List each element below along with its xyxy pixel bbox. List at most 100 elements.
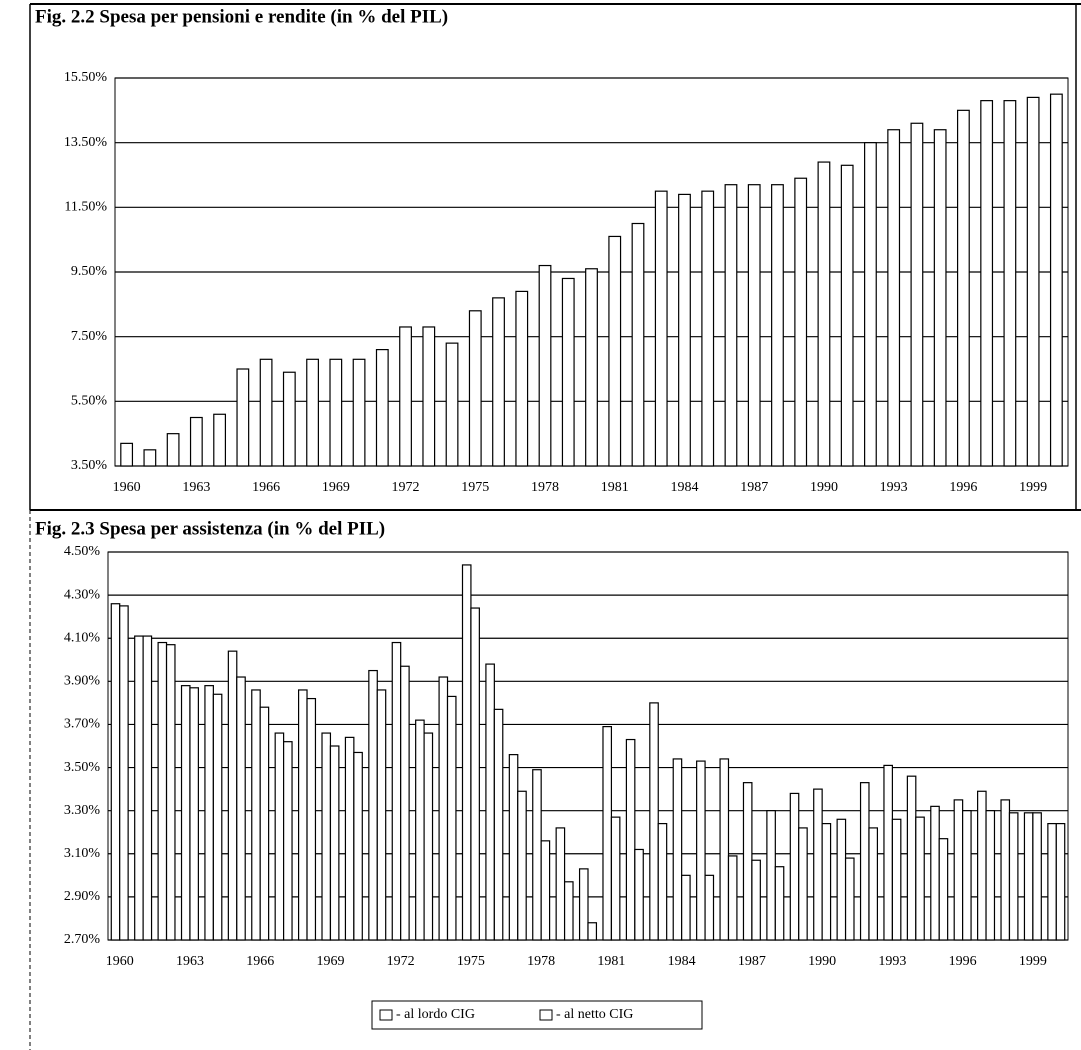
y-tick-label: 2.70% [64, 932, 101, 947]
bar [213, 413, 227, 467]
bar [774, 866, 785, 941]
bar [1049, 93, 1063, 467]
x-tick-label: 1993 [880, 480, 908, 495]
bar [657, 822, 668, 941]
y-tick-label: 2.90% [64, 889, 101, 904]
bar [415, 719, 425, 941]
bar [555, 827, 566, 941]
bar [142, 635, 153, 941]
bar [654, 190, 668, 467]
bar [1026, 96, 1040, 467]
bar [962, 810, 972, 941]
x-tick-label: 1981 [597, 954, 625, 969]
bar [352, 358, 366, 467]
x-tick-label: 1975 [461, 480, 489, 495]
bar [438, 676, 449, 941]
bar [540, 840, 551, 941]
x-tick-label: 1978 [531, 480, 559, 495]
legend-swatch [379, 1009, 393, 1021]
x-tick-label: 1960 [106, 954, 134, 969]
bar [344, 736, 355, 941]
x-tick-label: 1975 [457, 954, 485, 969]
y-tick-label: 3.50% [64, 760, 101, 775]
bar [375, 349, 389, 467]
bar [119, 605, 129, 941]
bar [189, 416, 203, 467]
bar [844, 857, 855, 941]
bar [704, 874, 715, 941]
bar [719, 758, 730, 941]
bar [297, 689, 308, 941]
x-tick-label: 1972 [392, 480, 420, 495]
bar [400, 665, 410, 941]
bar [1047, 822, 1057, 941]
bar [696, 760, 706, 941]
bar [251, 689, 261, 941]
bar [110, 603, 121, 941]
bar [747, 184, 761, 467]
legend-swatch [539, 1009, 553, 1021]
bar [493, 708, 504, 941]
x-tick-label: 1978 [527, 954, 555, 969]
x-tick-label: 1984 [668, 954, 696, 969]
bar [836, 818, 847, 941]
bar [649, 702, 659, 941]
bar [864, 142, 877, 467]
bar [353, 751, 363, 941]
bar [368, 669, 378, 941]
x-tick-label: 1966 [246, 954, 274, 969]
bar [915, 816, 925, 941]
bar [470, 607, 480, 941]
bar [515, 290, 529, 467]
bar [883, 764, 893, 941]
bar [143, 449, 157, 467]
bar [461, 564, 472, 941]
x-tick-label: 1996 [949, 954, 977, 969]
bar [794, 177, 808, 467]
bar [236, 676, 246, 941]
x-tick-label: 1990 [808, 954, 836, 969]
bar [236, 368, 250, 467]
bar [445, 342, 459, 467]
y-tick-label: 3.90% [64, 674, 101, 689]
bar [180, 685, 191, 941]
x-tick-label: 1966 [252, 480, 280, 495]
bar [771, 184, 784, 467]
bar [910, 122, 924, 467]
bar [887, 129, 901, 467]
bar [727, 855, 738, 941]
x-tick-label: 1990 [810, 480, 838, 495]
x-tick-label: 1981 [601, 480, 629, 495]
bar [283, 741, 293, 941]
legend-label: - al netto CIG [556, 1007, 633, 1022]
bar [166, 433, 180, 467]
bar [321, 732, 332, 941]
x-tick-label: 1969 [322, 480, 350, 495]
bar [306, 358, 319, 467]
y-tick-label: 3.30% [64, 803, 101, 818]
bar [120, 442, 134, 467]
bar [485, 663, 495, 941]
bar [1008, 812, 1019, 941]
legend-box [371, 1000, 703, 1030]
bar [468, 310, 482, 467]
bar [329, 358, 343, 467]
y-tick-label: 9.50% [71, 264, 108, 279]
bar [165, 644, 176, 941]
bar [282, 371, 296, 467]
bar [1003, 100, 1017, 467]
bar [1032, 812, 1042, 941]
bar [798, 827, 808, 941]
bar [508, 754, 519, 941]
y-tick-label: 11.50% [64, 200, 107, 215]
bar [977, 790, 987, 941]
bar [751, 859, 761, 941]
y-tick-label: 3.70% [64, 717, 101, 732]
bar [724, 184, 738, 467]
bar [821, 822, 832, 941]
bar [446, 695, 457, 941]
x-tick-label: 1963 [176, 954, 204, 969]
chart-title: Fig. 2.3 Spesa per assistenza (in % del … [35, 518, 385, 539]
x-tick-label: 1960 [113, 480, 141, 495]
bar [1000, 799, 1011, 941]
